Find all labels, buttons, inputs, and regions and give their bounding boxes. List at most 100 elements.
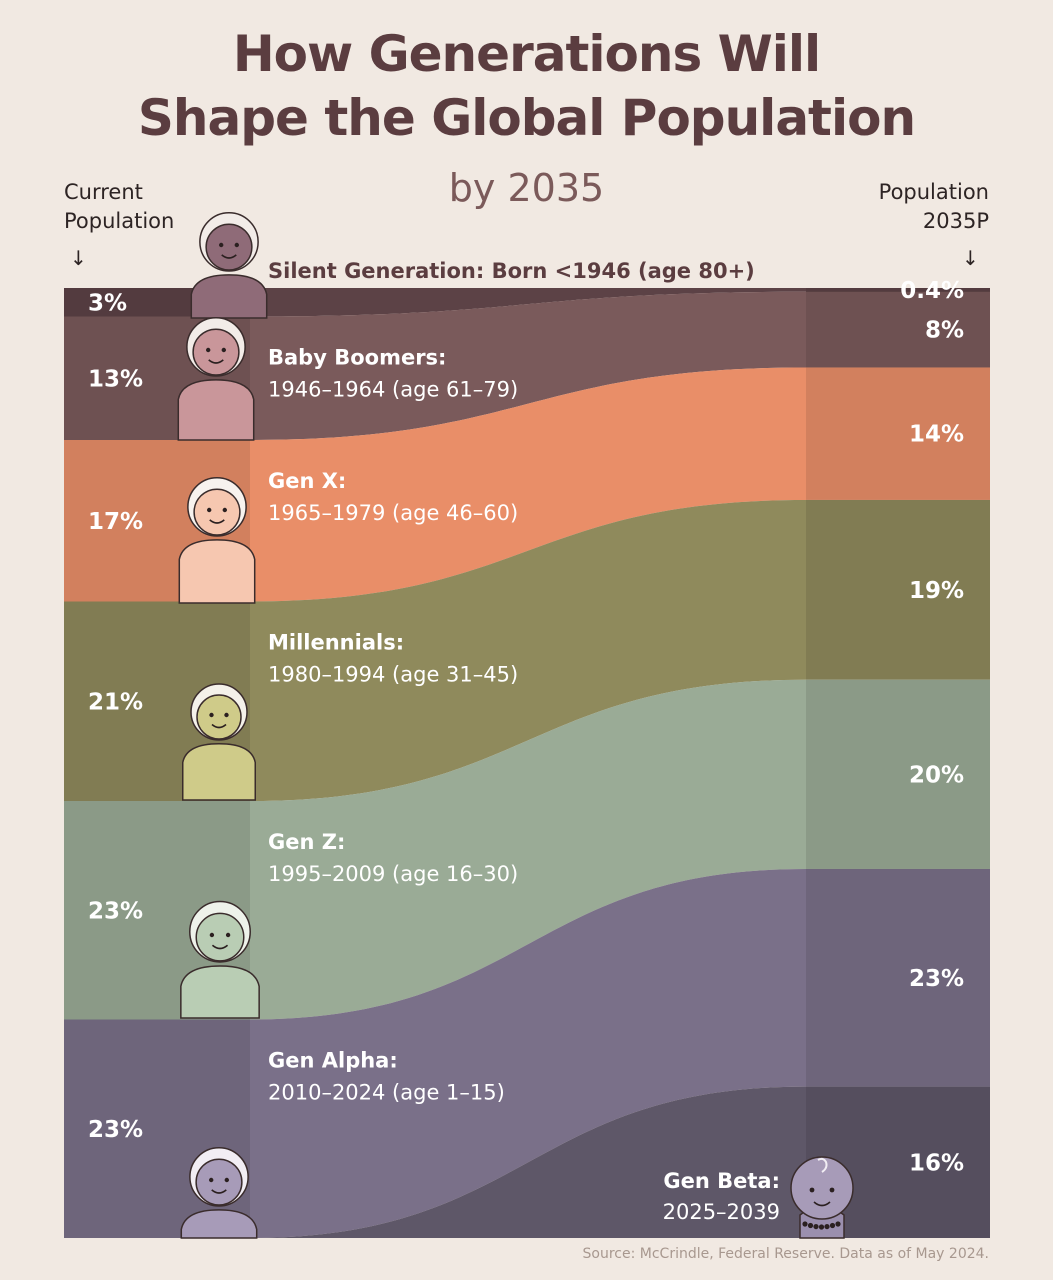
band-gen-x bbox=[250, 367, 806, 602]
gen-z-avatar-icon bbox=[180, 900, 260, 1019]
gen-beta-avatar-face bbox=[790, 1156, 854, 1220]
gen-years-gen-beta: 2025–2039 bbox=[663, 1200, 780, 1224]
gen-beta-avatar-bead bbox=[829, 1222, 836, 1229]
millennial-avatar-icon-eye-left bbox=[209, 712, 214, 718]
left-axis-label-line2: Population bbox=[64, 209, 175, 233]
current-pct-gen-z: 23% bbox=[88, 898, 143, 924]
gen-years-silent-generation: Born <1946 (age 80+) bbox=[492, 259, 755, 283]
gen-z-avatar-icon-mouth bbox=[211, 944, 229, 950]
left-axis-label: Current Population bbox=[64, 178, 174, 236]
band-gen-alpha bbox=[250, 868, 806, 1238]
millennial-avatar-icon bbox=[182, 683, 256, 801]
gen-name-millennials: Millennials: bbox=[268, 631, 404, 655]
future-pct-silent-generation: 0.4% bbox=[900, 278, 964, 304]
band-silent-generation bbox=[250, 288, 806, 317]
baby-boomer-avatar-icon-face bbox=[192, 328, 240, 376]
millennial-avatar-icon-eye-right bbox=[224, 712, 229, 718]
gen-name-gen-alpha: Gen Alpha: bbox=[268, 1049, 398, 1073]
gen-beta-avatar-bead bbox=[813, 1223, 819, 1230]
chart-title: How Generations Will Shape the Global Po… bbox=[0, 22, 1053, 150]
millennial-avatar-icon-mouth bbox=[211, 723, 227, 729]
current-pct-gen-alpha: 23% bbox=[88, 1117, 143, 1143]
gen-years-gen-alpha: 2010–2024 (age 1–15) bbox=[268, 1081, 505, 1105]
gen-z-avatar-icon-body bbox=[180, 965, 260, 1019]
gen-beta-avatar-bead bbox=[802, 1221, 808, 1227]
silent-generation-avatar-icon-mouth bbox=[221, 254, 237, 259]
current-pct-baby-boomers: 13% bbox=[88, 366, 143, 392]
gen-z-avatar-icon-eye-right bbox=[225, 932, 231, 938]
silent-generation-avatar-icon-body bbox=[190, 274, 268, 319]
gen-beta-avatar-eye-left bbox=[809, 1187, 815, 1193]
gen-beta-avatar-bead bbox=[824, 1223, 830, 1230]
title-line-2: Shape the Global Population bbox=[137, 89, 916, 147]
silent-generation-avatar-icon bbox=[190, 212, 268, 319]
baby-boomer-avatar-icon bbox=[177, 317, 255, 441]
gen-x-avatar-icon-face bbox=[193, 488, 241, 536]
band-gen-beta bbox=[250, 1086, 806, 1238]
millennial-avatar-icon-body bbox=[182, 742, 256, 801]
band-baby-boomers bbox=[250, 291, 806, 440]
gen-beta-avatar-bead bbox=[807, 1222, 814, 1229]
gen-alpha-avatar-icon bbox=[180, 1147, 258, 1239]
chart-subtitle: by 2035 bbox=[448, 166, 605, 210]
future-block-millennials bbox=[806, 499, 990, 680]
gen-years-gen-x: 1965–1979 (age 46–60) bbox=[268, 501, 518, 525]
current-pct-millennials: 21% bbox=[88, 689, 143, 715]
millennial-avatar-icon-face bbox=[196, 694, 242, 740]
title-line-1: How Generations Will bbox=[232, 25, 821, 83]
baby-boomer-avatar-icon-body bbox=[177, 379, 255, 441]
gen-beta-avatar-bead bbox=[818, 1224, 825, 1230]
current-pct-silent-generation: 3% bbox=[88, 290, 127, 316]
gen-z-avatar-icon-eye-left bbox=[209, 932, 215, 938]
future-block-gen-z bbox=[806, 679, 990, 869]
gen-beta-avatar-icon bbox=[790, 1156, 854, 1239]
right-axis-label: Population 2035P bbox=[879, 178, 989, 236]
gen-alpha-avatar-icon-eye-right bbox=[224, 1177, 229, 1183]
gen-name-baby-boomers: Baby Boomers: bbox=[268, 346, 446, 370]
gen-alpha-avatar-icon-eye-left bbox=[209, 1177, 214, 1183]
gen-x-avatar-icon-eye-left bbox=[207, 507, 212, 513]
gen-x-avatar-icon bbox=[178, 477, 256, 604]
gen-name-gen-x: Gen X: bbox=[268, 469, 346, 493]
band-millennials bbox=[250, 499, 806, 801]
baby-boomer-avatar-icon-eye-right bbox=[221, 347, 226, 353]
future-pct-millennials: 19% bbox=[909, 578, 964, 604]
gen-name-gen-z: Gen Z: bbox=[268, 830, 345, 854]
gen-years-millennials: 1980–1994 (age 31–45) bbox=[268, 663, 518, 687]
future-block-silent-generation bbox=[806, 288, 990, 292]
left-axis-label-line1: Current bbox=[64, 180, 143, 204]
gen-alpha-avatar-icon-body bbox=[180, 1209, 258, 1239]
gen-x-avatar-icon-body bbox=[178, 539, 256, 604]
silent-generation-avatar-icon-eye-left bbox=[219, 242, 224, 248]
right-arrow-icon: ↓ bbox=[962, 246, 979, 270]
right-axis-label-line1: Population bbox=[878, 180, 989, 204]
future-block-baby-boomers bbox=[806, 291, 990, 368]
gen-alpha-avatar-icon-face bbox=[195, 1158, 243, 1206]
silent-generation-avatar-icon-eye-right bbox=[234, 242, 239, 248]
gen-name-silent-generation: Silent Generation: Born <1946 (age 80+) bbox=[268, 259, 755, 283]
gen-years-gen-z: 1995–2009 (age 16–30) bbox=[268, 862, 518, 886]
gen-beta-avatar-eye-right bbox=[829, 1187, 835, 1193]
future-pct-gen-z: 20% bbox=[909, 762, 964, 788]
gen-alpha-avatar-icon-mouth bbox=[211, 1189, 227, 1194]
gen-beta-avatar-mouth bbox=[813, 1201, 831, 1207]
gen-beta-avatar-curl bbox=[817, 1157, 828, 1173]
gen-beta-avatar-bead bbox=[835, 1221, 841, 1227]
gen-x-avatar-icon-eye-right bbox=[222, 507, 227, 513]
gen-x-avatar-icon-mouth bbox=[209, 519, 225, 524]
future-pct-baby-boomers: 8% bbox=[925, 318, 964, 344]
future-block-gen-x bbox=[806, 367, 990, 500]
silent-generation-avatar-icon-face bbox=[205, 223, 253, 271]
baby-boomer-avatar-icon-eye-left bbox=[206, 347, 211, 353]
band-gen-z bbox=[250, 679, 806, 1020]
left-arrow-icon: ↓ bbox=[70, 246, 87, 270]
avatars-layer bbox=[177, 212, 854, 1239]
future-pct-gen-alpha: 23% bbox=[909, 966, 964, 992]
gen-name-gen-beta: Gen Beta: bbox=[663, 1169, 780, 1193]
gen-z-avatar-icon-face bbox=[195, 912, 245, 962]
labels-layer: 3% 0.4% 13% 8% 17% 14% 21% 19% 23% 20% 23% 23% 16% Si… bbox=[88, 259, 964, 1224]
current-pct-gen-x: 17% bbox=[88, 509, 143, 535]
column-blocks-layer bbox=[64, 288, 990, 1238]
source-note: Source: McCrindle, Federal Reserve. Data… bbox=[582, 1246, 989, 1262]
